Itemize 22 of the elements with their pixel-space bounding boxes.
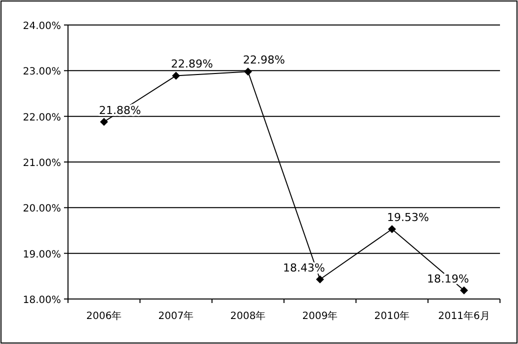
x-tick-label: 2008年 (230, 310, 266, 322)
x-tick-label: 2011年6月 (438, 310, 490, 322)
point (100, 118, 108, 126)
y-tick-label: 19.00% (22, 249, 61, 260)
point (244, 68, 252, 76)
x-tick-label: 2006年 (86, 310, 122, 322)
y-tick-label: 24.00% (22, 21, 61, 32)
y-tick-label: 18.00% (22, 295, 61, 306)
data-label: 22.98% (243, 54, 285, 67)
y-tick-label: 21.00% (22, 158, 61, 169)
point (388, 225, 396, 234)
y-tick-label: 23.00% (22, 66, 61, 78)
y-tick-label: 22.00% (22, 112, 61, 124)
x-tick-label: 2010年 (374, 310, 410, 322)
x-tick-label: 2009年 (302, 310, 338, 322)
data-label: 22.89% (171, 58, 213, 71)
x-tick-label: 2007年 (158, 310, 194, 322)
point (316, 275, 324, 284)
data-label: 19.53% (387, 211, 429, 224)
point (172, 72, 180, 80)
point (460, 286, 468, 294)
y-tick-label: 20.00% (22, 204, 61, 215)
